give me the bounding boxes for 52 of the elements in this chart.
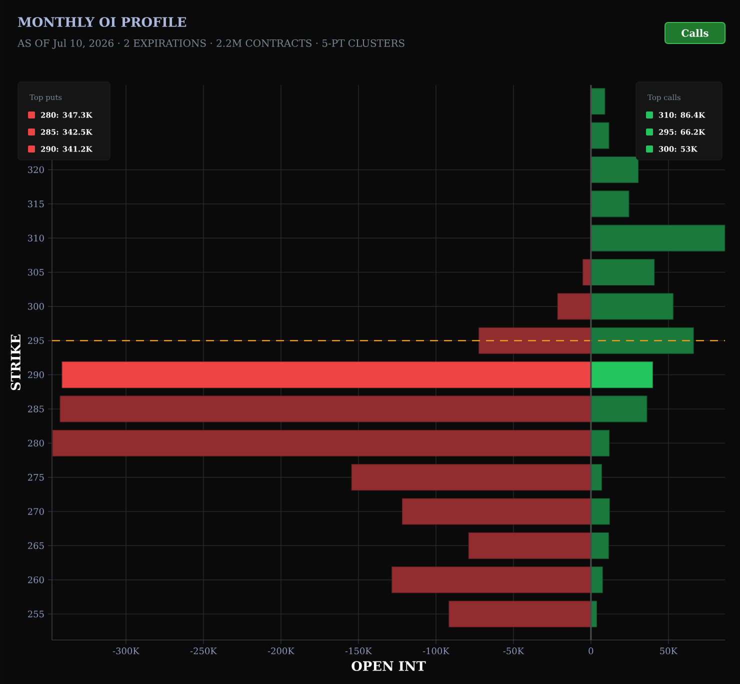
y-tick-label: 310	[28, 234, 44, 242]
bar	[590, 190, 630, 218]
bar	[392, 566, 592, 594]
bar	[402, 498, 592, 525]
chart-title: MONTHLY OI PROFILE	[18, 17, 186, 27]
text: Calls	[682, 29, 708, 37]
bar	[590, 362, 653, 388]
bar	[590, 327, 694, 354]
bar	[52, 430, 592, 456]
y-tick-label: 285	[28, 406, 44, 412]
bar	[468, 532, 592, 559]
x-tick-label: -100K	[422, 648, 450, 654]
bar	[590, 122, 610, 149]
x-tick-label: -250K	[190, 648, 217, 654]
bar	[590, 532, 609, 559]
y-tick-label: 295	[28, 337, 44, 344]
bar	[590, 396, 648, 422]
bar	[590, 293, 674, 320]
bar	[590, 224, 726, 252]
y-tick-label: 275	[28, 474, 44, 481]
y-tick-label: 265	[28, 542, 44, 550]
chart-subtitle: AS OF Jul 10, 2026 · 2 EXPIRATIONS · 2.2M CONTRACTS · 5-PT CLUSTERS	[17, 39, 404, 49]
bar	[351, 464, 592, 491]
bar	[590, 258, 655, 286]
y-tick-label: 315	[28, 200, 44, 208]
x-tick-label: 0	[588, 648, 594, 654]
bar	[60, 396, 592, 422]
y-tick-label: 260	[28, 576, 44, 584]
x-tick-label: -200K	[268, 648, 294, 654]
y-tick-label: 320	[28, 166, 44, 174]
y-tick-label: 290	[28, 371, 44, 378]
bar	[590, 88, 606, 115]
x-tick-label: 50K	[660, 648, 678, 654]
x-tick-label: -300K	[112, 648, 140, 654]
x-tick-label: -150K	[345, 648, 372, 654]
bar	[448, 600, 592, 628]
y-tick-label: 270	[28, 508, 44, 515]
x-axis-title: OPEN INT	[352, 661, 426, 671]
bar	[590, 156, 639, 184]
bar	[590, 464, 602, 491]
y-tick-label: 280	[28, 440, 44, 447]
x-tick-label: -50K	[503, 648, 524, 654]
y-axis-title: STRIKE	[10, 334, 21, 390]
y-tick-label: 300	[28, 303, 44, 310]
bar	[62, 362, 592, 388]
bar	[590, 498, 610, 525]
y-tick-label: 255	[28, 610, 44, 618]
bar	[478, 327, 592, 354]
bar	[590, 566, 603, 594]
bar	[590, 430, 610, 456]
bar	[557, 293, 592, 320]
y-tick-label: 305	[28, 268, 44, 276]
